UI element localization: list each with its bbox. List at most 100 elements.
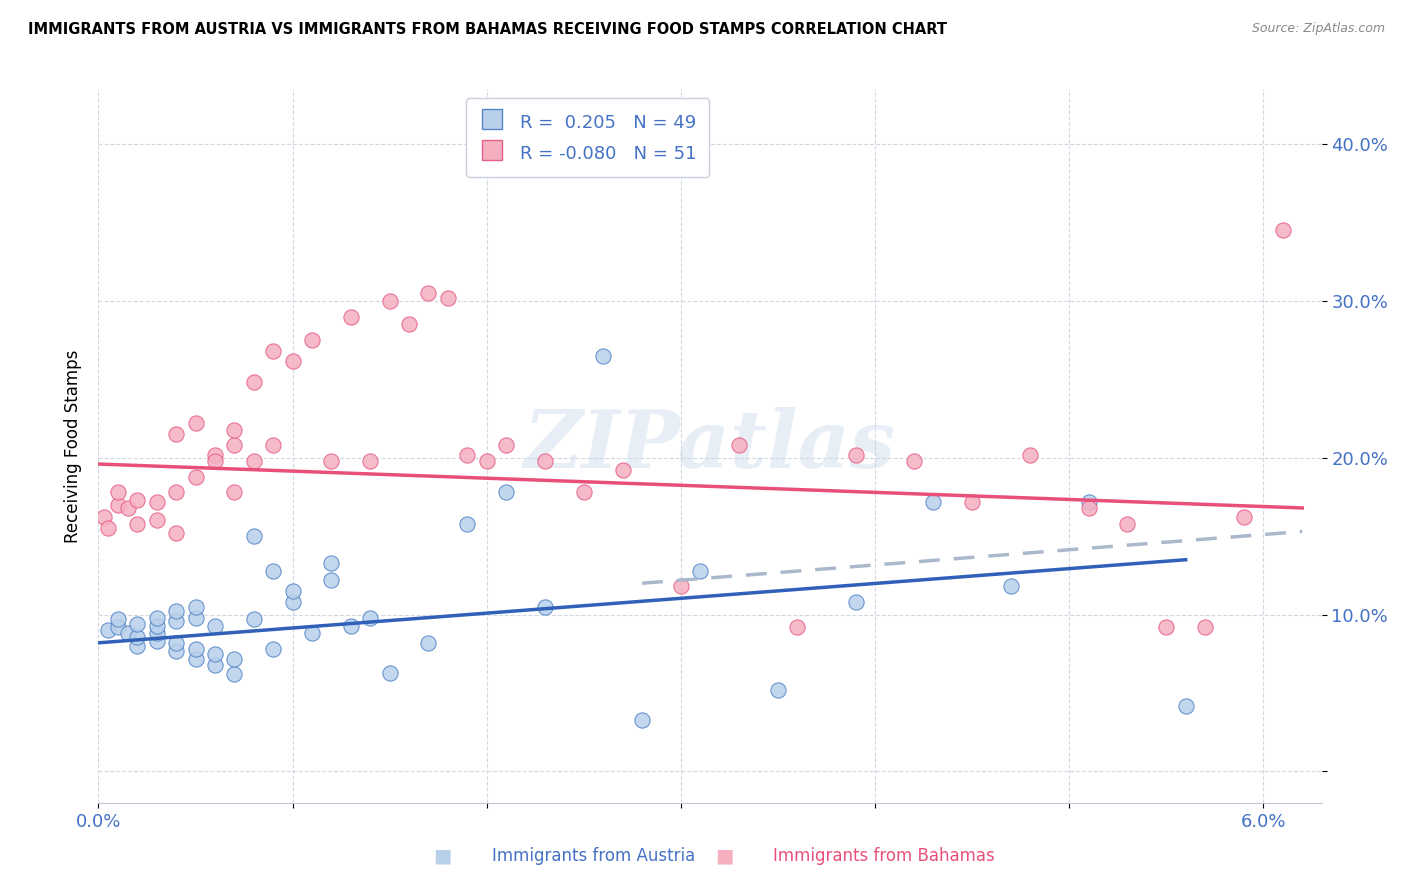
Point <box>165 427 187 442</box>
Point <box>145 618 167 632</box>
Point <box>631 713 654 727</box>
Point <box>145 514 167 528</box>
Point <box>1077 494 1099 508</box>
Point <box>1271 223 1294 237</box>
Text: Immigrants from Bahamas: Immigrants from Bahamas <box>773 847 995 865</box>
Text: IMMIGRANTS FROM AUSTRIA VS IMMIGRANTS FROM BAHAMAS RECEIVING FOOD STAMPS CORRELA: IMMIGRANTS FROM AUSTRIA VS IMMIGRANTS FR… <box>28 22 948 37</box>
Point <box>184 651 207 665</box>
Text: Immigrants from Austria: Immigrants from Austria <box>492 847 696 865</box>
Point <box>418 286 440 301</box>
Point <box>960 494 983 508</box>
Point <box>127 516 149 531</box>
Point <box>242 529 264 543</box>
Point <box>127 617 149 632</box>
Point <box>204 448 226 462</box>
Point <box>224 438 246 452</box>
Point <box>117 626 139 640</box>
Point <box>456 448 478 462</box>
Point <box>224 485 246 500</box>
Point <box>281 595 304 609</box>
Point <box>204 657 226 672</box>
Point <box>1000 579 1022 593</box>
Point <box>165 526 187 541</box>
Point <box>301 626 323 640</box>
Point <box>184 417 207 431</box>
Point <box>728 438 751 452</box>
Point <box>117 500 139 515</box>
Point <box>301 333 323 347</box>
Point <box>495 485 517 500</box>
Point <box>262 344 284 359</box>
Point <box>1174 698 1197 713</box>
Point <box>572 485 595 500</box>
Point <box>378 293 401 308</box>
Point <box>165 614 187 628</box>
Point <box>204 647 226 661</box>
Text: ZIPatlas: ZIPatlas <box>524 408 896 484</box>
Point <box>93 510 115 524</box>
Point <box>165 485 187 500</box>
Y-axis label: Receiving Food Stamps: Receiving Food Stamps <box>63 350 82 542</box>
Text: Source: ZipAtlas.com: Source: ZipAtlas.com <box>1251 22 1385 36</box>
Point <box>922 494 945 508</box>
Point <box>242 376 264 390</box>
Point <box>321 454 343 468</box>
Point <box>107 485 129 500</box>
Point <box>184 469 207 483</box>
Point <box>145 494 167 508</box>
Point <box>165 604 187 618</box>
Point <box>224 423 246 437</box>
Point <box>437 291 460 305</box>
Point <box>340 618 363 632</box>
Point <box>242 454 264 468</box>
Point <box>1156 620 1178 634</box>
Point <box>845 595 868 609</box>
Point <box>321 556 343 570</box>
Point <box>845 448 868 462</box>
Point <box>145 634 167 648</box>
Point <box>127 493 149 508</box>
Point <box>184 611 207 625</box>
Point <box>495 438 517 452</box>
Point <box>689 564 711 578</box>
Point <box>378 665 401 680</box>
Point <box>1194 620 1216 634</box>
Point <box>592 349 614 363</box>
Point <box>107 612 129 626</box>
Point <box>262 642 284 657</box>
Point <box>340 310 363 324</box>
Point <box>281 584 304 599</box>
Point <box>321 573 343 587</box>
Point <box>786 620 808 634</box>
Point <box>1233 510 1256 524</box>
Text: ■: ■ <box>433 847 453 866</box>
Point <box>766 682 789 697</box>
Point <box>97 624 120 638</box>
Point <box>262 438 284 452</box>
Point <box>165 643 187 657</box>
Point <box>359 611 381 625</box>
Point <box>242 612 264 626</box>
Point <box>475 454 498 468</box>
Point <box>398 318 420 332</box>
Point <box>1019 448 1042 462</box>
Point <box>145 626 167 640</box>
Point <box>262 564 284 578</box>
Point <box>127 630 149 644</box>
Point <box>903 454 925 468</box>
Point <box>534 599 557 614</box>
Point <box>669 579 692 593</box>
Point <box>534 454 557 468</box>
Text: ■: ■ <box>714 847 734 866</box>
Point <box>107 498 129 512</box>
Point <box>97 521 120 535</box>
Point <box>224 651 246 665</box>
Point <box>184 599 207 614</box>
Point <box>418 636 440 650</box>
Point <box>612 463 634 477</box>
Point <box>204 618 226 632</box>
Point <box>224 667 246 681</box>
Point <box>359 454 381 468</box>
Point <box>204 454 226 468</box>
Point <box>145 611 167 625</box>
